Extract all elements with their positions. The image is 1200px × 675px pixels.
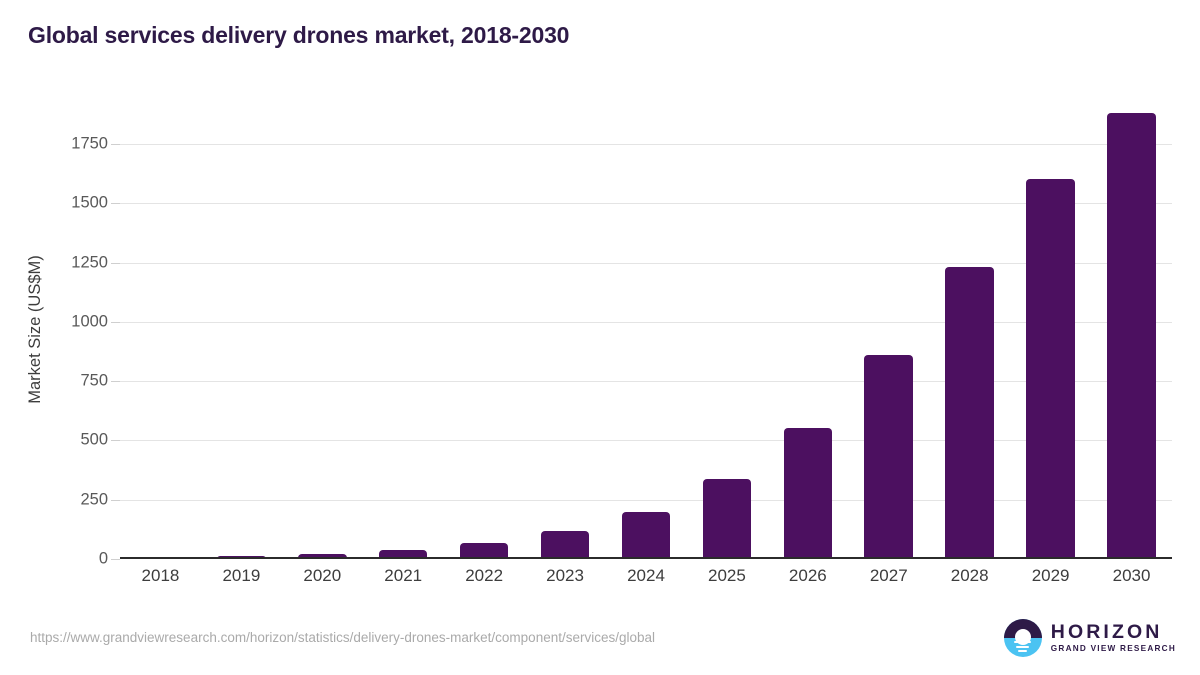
y-tick-mark [111,440,120,442]
y-tick-mark [111,499,120,501]
bar-2021[interactable] [378,550,428,559]
bar-series [120,100,1172,559]
x-tick-label: 2019 [222,566,261,585]
x-tick-label: 2022 [465,566,504,585]
horizon-logo: HORIZON GRAND VIEW RESEARCH [1003,618,1176,658]
bar-slot [767,100,848,559]
logo-text: HORIZON GRAND VIEW RESEARCH [1050,620,1176,654]
y-tick-label: 500 [80,430,108,449]
bar-2029[interactable] [1026,178,1075,559]
gridline [120,499,1172,501]
bar-2030[interactable] [1107,113,1156,559]
bar-slot [363,100,444,559]
x-tick-label: 2029 [1031,566,1070,585]
y-tick-mark [111,262,120,264]
bar-slot [848,100,929,559]
x-tick-label: 2018 [141,566,180,585]
y-tick-label: 750 [80,371,108,390]
bar-2022[interactable] [459,543,509,559]
x-tick-label: 2026 [788,566,827,585]
logo-ray-3 [1018,649,1028,652]
x-tick-label: 2025 [708,566,746,585]
y-tick-mark [111,559,120,560]
bar-2027[interactable] [864,355,914,559]
x-tick-label: 2030 [1112,566,1151,585]
y-tick-mark [111,321,120,323]
bar-slot [606,100,687,559]
x-tick-label: 2020 [303,566,342,585]
x-tick-label: 2028 [950,566,989,585]
y-tick-label: 1500 [71,193,108,212]
gridline [120,321,1172,323]
x-tick-label: 2023 [546,566,584,585]
source-url[interactable]: https://www.grandviewresearch.com/horizo… [30,630,656,645]
bar-slot [282,100,363,559]
bar-slot [120,100,201,559]
logo-top-half [1003,619,1042,638]
bar-slot [1091,100,1172,559]
bar-2026[interactable] [783,427,833,559]
horizon-sun-circle-icon [1003,619,1042,657]
x-tick-label: 2021 [384,566,423,585]
gridline [120,262,1172,264]
logo-ray-2 [1016,645,1030,648]
page-title: Global services delivery drones market, … [28,22,570,48]
bar-2024[interactable] [621,512,671,559]
bar-2023[interactable] [540,531,590,559]
plot-area [111,100,1172,560]
x-tick-label: 2027 [869,566,908,585]
bar-slot [201,100,282,559]
logo-subtitle: GRAND VIEW RESEARCH [1050,644,1176,654]
logo-ray-1 [1014,641,1032,644]
gridline [120,381,1172,383]
y-tick-label: 250 [80,490,108,509]
y-tick-mark [111,381,120,383]
y-tick-label: 0 [98,549,108,568]
bar-slot [444,100,525,559]
bar-slot [525,100,606,559]
x-axis-line [120,557,1172,559]
y-tick-label: 1250 [71,253,108,271]
y-tick-label: 1750 [71,134,108,153]
bar-slot [686,100,767,559]
y-tick-mark [111,203,120,205]
bar-slot [1010,100,1091,559]
y-tick-label: 1000 [71,312,108,331]
bar-slot [929,100,1010,559]
gridline [120,203,1172,205]
bar-2025[interactable] [702,478,752,559]
y-tick-mark [111,143,120,145]
logo-name: HORIZON [1050,620,1163,643]
logo-sun [1014,628,1031,645]
bar-2028[interactable] [945,266,994,559]
bar-2020[interactable] [298,554,347,559]
gridline [120,143,1172,145]
gridline [120,440,1172,442]
x-tick-label: 2024 [627,566,665,585]
